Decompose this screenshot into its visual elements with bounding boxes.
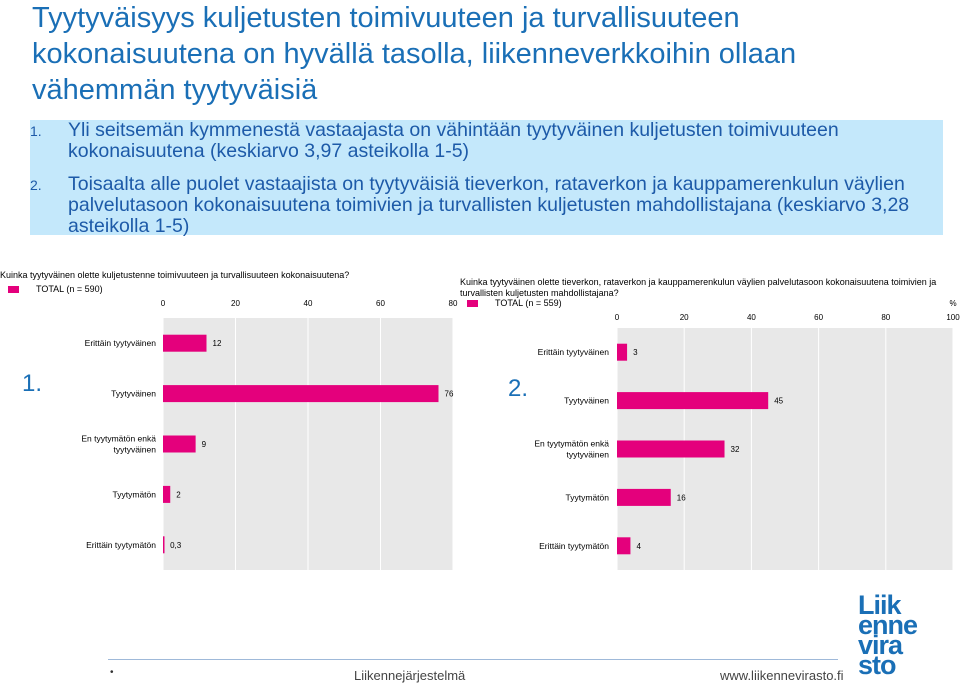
- chart-2: 0 20 40 60 80 100% 3 Erittäin tyytyväinen 45 Tyyt…: [534, 299, 960, 570]
- chart-1-bar: [163, 536, 165, 554]
- chart-2-bar: [617, 392, 769, 410]
- footer-url[interactable]: www.liikennevirasto.fi: [720, 668, 844, 683]
- chart-2-legend-swatch: [467, 300, 478, 307]
- chart-2-data-label: 3: [633, 348, 638, 357]
- chart-1-category-label-line: tyytyväinen: [113, 445, 156, 455]
- footer-divider: [108, 659, 838, 660]
- chart-1-bar: [163, 485, 171, 503]
- chart-1-category-label-line: Erittäin tyytymätön: [86, 540, 156, 550]
- chart-1-category-label: En tyytymätön enkä tyytyväinen: [81, 434, 156, 455]
- chart-1-bar: [163, 435, 196, 453]
- chart-1-category-label: Erittäin tyytymätön: [86, 540, 156, 550]
- chart-2-tick-label: 0: [615, 313, 620, 322]
- chart-2-category-label: Tyytymätön: [566, 492, 610, 502]
- chart-1-tick-label: 0: [161, 299, 166, 308]
- logo-line-2: enne: [858, 610, 918, 640]
- chart-1-data-label: 2: [176, 490, 181, 499]
- logo-line-3: vira: [858, 630, 903, 660]
- finding-2-text: Toisaalta alle puolet vastaajista on tyy…: [68, 173, 910, 237]
- chart-2-category-label: En tyytymätön enkä tyytyväinen: [534, 439, 609, 460]
- chart-2-category-label: Erittäin tyytymätön: [539, 541, 609, 551]
- chart-1-data-label: 0,3: [170, 541, 182, 550]
- chart-1-category-label-line: Erittäin tyytyväinen: [85, 338, 157, 348]
- chart-2-data-label: 16: [677, 493, 686, 502]
- chart-1-marker: 1.: [22, 370, 43, 397]
- chart-2-bar: [617, 488, 671, 506]
- chart-2-bar: [617, 537, 631, 555]
- chart-2-tick-label: 20: [680, 313, 689, 322]
- chart-2-category-label-line: tyytyväinen: [566, 450, 609, 460]
- chart-1-legend-swatch: [8, 286, 19, 293]
- chart-2-category-label: Erittäin tyytyväinen: [538, 347, 610, 357]
- chart-1-tick-label: 40: [304, 299, 313, 308]
- footer-bullet: •: [110, 667, 114, 678]
- chart-1-tick-label: 80: [449, 299, 458, 308]
- chart-2-tick-label: 80: [881, 313, 890, 322]
- chart-2-bar: [617, 440, 725, 458]
- chart-2-category-label-line: En tyytymätön enkä: [534, 439, 609, 449]
- chart-1-data-label: 12: [213, 339, 222, 348]
- chart-2-category-label-line: Tyytyväinen: [564, 396, 609, 406]
- chart-1-bar: [163, 385, 439, 403]
- finding-1-number: 1.: [30, 123, 42, 139]
- chart-2-tick-label: 60: [814, 313, 823, 322]
- chart-2-data-label: 32: [731, 445, 740, 454]
- chart-1-category-label: Erittäin tyytyväinen: [85, 338, 157, 348]
- chart-2-tick-label: 40: [747, 313, 756, 322]
- chart-1-category-label-line: Tyytyväinen: [111, 389, 156, 399]
- logo-line-1: Liik: [858, 590, 902, 620]
- chart-1-title: Kuinka tyytyväinen olette kuljetustenne …: [0, 270, 350, 280]
- chart-2-category-label-line: Tyytymätön: [566, 492, 610, 502]
- chart-1-data-label: 76: [445, 390, 454, 399]
- finding-1-text: Yli seitsemän kymmenestä vastaajasta on …: [68, 119, 839, 162]
- liikennevirasto-logo: Liik enne vira sto: [858, 590, 950, 680]
- chart-2-data-label: 45: [774, 397, 783, 406]
- chart-1-category-label-line: Tyytymätön: [113, 489, 157, 499]
- chart-1-category-label: Tyytymätön: [113, 489, 157, 499]
- chart-2-tick-label: 100: [946, 313, 960, 322]
- chart-1-legend-label: TOTAL (n = 590): [36, 284, 103, 294]
- chart-2-legend-label: TOTAL (n = 559): [495, 298, 562, 308]
- chart-2-bar: [617, 343, 628, 361]
- chart-2-marker: 2.: [508, 375, 529, 402]
- chart-1-data-label: 9: [202, 440, 207, 449]
- chart-2-category-label: Tyytyväinen: [564, 396, 609, 406]
- footer-label: Liikennejärjestelmä: [354, 668, 466, 683]
- chart-2-category-label-line: Erittäin tyytymätön: [539, 541, 609, 551]
- finding-2-number: 2.: [30, 177, 42, 193]
- chart-1-bar: [163, 334, 207, 352]
- key-findings-box: 1. Yli seitsemän kymmenestä vastaajasta …: [30, 119, 943, 237]
- chart-2-data-label: 4: [636, 542, 641, 551]
- chart-1-category-label: Tyytyväinen: [111, 389, 156, 399]
- chart-1-category-label-line: En tyytymätön enkä: [81, 434, 156, 444]
- page-title: Tyytyväisyys kuljetusten toimivuuteen ja…: [32, 2, 797, 106]
- chart-1-tick-label: 20: [231, 299, 240, 308]
- chart-2-title: Kuinka tyytyväinen olette tieverkon, rat…: [460, 277, 937, 298]
- logo-line-4: sto: [858, 650, 897, 680]
- chart-2-unit-label: %: [949, 299, 956, 308]
- chart-1-tick-label: 60: [376, 299, 385, 308]
- chart-2-category-label-line: Erittäin tyytyväinen: [538, 347, 610, 357]
- chart-1: 0 20 40 60 80 12 Erittäin tyytyväinen 76 Tyytyvä…: [81, 299, 458, 570]
